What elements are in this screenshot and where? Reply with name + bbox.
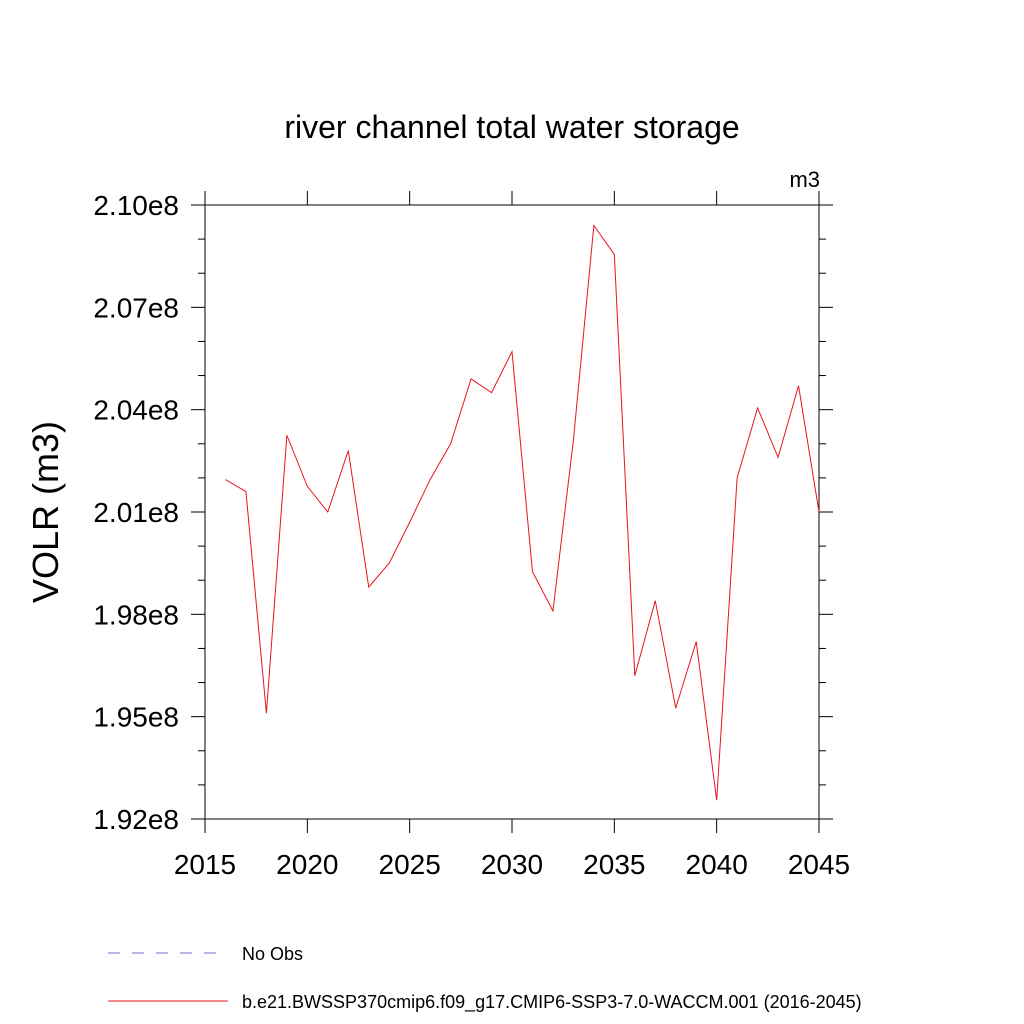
y-tick-label: 1.92e8	[93, 804, 179, 835]
chart-title: river channel total water storage	[284, 109, 739, 145]
legend: No Obs b.e21.BWSSP370cmip6.f09_g17.CMIP6…	[108, 944, 862, 1013]
x-tick-labels: 2015 2020 2025 2030 2035 2040 2045	[174, 849, 850, 880]
x-tick-label: 2040	[686, 849, 748, 880]
y-tick-labels: 1.92e8 1.95e8 1.98e8 2.01e8 2.04e8 2.07e8 2.10…	[93, 190, 179, 835]
y-tick-label: 2.04e8	[93, 395, 179, 426]
y-tick-label: 1.98e8	[93, 599, 179, 630]
y-tick-label: 2.10e8	[93, 190, 179, 221]
series-lines	[225, 224, 820, 801]
y-axis-label: VOLR (m3)	[25, 421, 66, 603]
units-label: m3	[789, 167, 820, 192]
x-tick-label: 2015	[174, 849, 236, 880]
x-tick-label: 2030	[481, 849, 543, 880]
x-tick-label: 2020	[276, 849, 338, 880]
y-tick-label: 1.95e8	[93, 702, 179, 733]
x-tick-label: 2045	[788, 849, 850, 880]
axis-ticks	[191, 191, 833, 833]
y-tick-label: 2.01e8	[93, 497, 179, 528]
x-tick-label: 2035	[583, 849, 645, 880]
legend-label-model: b.e21.BWSSP370cmip6.f09_g17.CMIP6-SSP3-7…	[242, 992, 862, 1013]
plot-frame	[204, 204, 820, 820]
x-tick-label: 2025	[379, 849, 441, 880]
series-line	[225, 224, 820, 801]
legend-label-no-obs: No Obs	[242, 944, 303, 964]
y-tick-label: 2.07e8	[93, 292, 179, 323]
